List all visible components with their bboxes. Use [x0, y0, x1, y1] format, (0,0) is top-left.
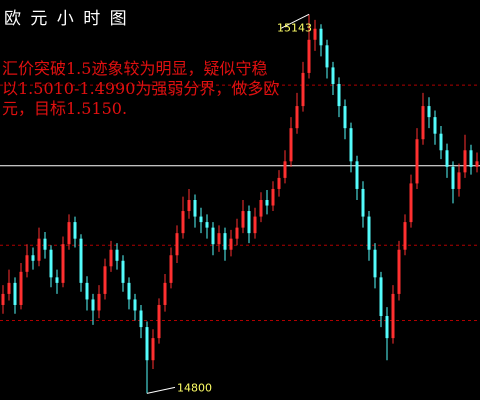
candle-body [403, 222, 407, 250]
candle-body [163, 282, 167, 305]
candle-body [49, 249, 53, 278]
candle-body [397, 249, 401, 294]
candle-body [289, 128, 293, 162]
candle-body [115, 249, 119, 261]
candle-body [19, 271, 23, 305]
candle-body [247, 211, 251, 234]
candle-body [67, 222, 71, 245]
candle-body [307, 39, 311, 73]
annotation-line: 汇价突破1.5迹象较为明显，疑似守稳 [2, 59, 267, 78]
candle-body [127, 282, 131, 300]
candle-body [439, 133, 443, 151]
candle-body [433, 117, 437, 134]
candle-body [457, 172, 461, 189]
candle-body [217, 233, 221, 245]
candle-body [283, 161, 287, 178]
annotation-line: 元，目标1.5150. [2, 99, 127, 118]
candle-body [169, 255, 173, 283]
candle-body [469, 150, 473, 167]
candle-body [55, 277, 59, 283]
candle-body [367, 216, 371, 250]
candle-body [187, 200, 191, 212]
candle-body [205, 222, 209, 228]
candle-body [373, 249, 377, 278]
candle-body [157, 304, 161, 339]
candle-body [97, 293, 101, 311]
candle-body [151, 338, 155, 361]
candle-body [139, 310, 143, 328]
peak-label: 15143 [277, 21, 312, 34]
candle-body [241, 211, 245, 228]
candle-body [13, 282, 17, 305]
candle-body [319, 28, 323, 46]
candle-body [325, 45, 329, 68]
candle-body [7, 282, 11, 294]
candle-body [343, 106, 347, 129]
candle-body [451, 166, 455, 189]
candle-body [211, 227, 215, 245]
chart-title: 欧 元 小 时 图 [4, 9, 129, 29]
candle-body [361, 188, 365, 217]
trough-label: 14800 [177, 381, 212, 394]
candle-body [85, 282, 89, 300]
candle-body [427, 106, 431, 118]
candle-body [25, 255, 29, 272]
candle-body [223, 233, 227, 250]
candle-body [37, 238, 41, 261]
candle-body [391, 293, 395, 339]
candle-body [313, 28, 317, 40]
candle-body [73, 222, 77, 239]
candle-body [445, 150, 449, 167]
candle-body [355, 161, 359, 189]
candle-body [61, 244, 65, 283]
candle-body [379, 277, 383, 317]
candle-body [121, 260, 125, 283]
annotation-line: 以1.5010-1.4990为强弱分界，做多欧 [2, 79, 279, 98]
candle-body [259, 200, 263, 217]
peak-pointer [280, 13, 310, 29]
trough-pointer [146, 386, 176, 394]
candle-body [103, 266, 107, 294]
candle-body [277, 177, 281, 189]
candle-body [409, 183, 413, 223]
candle-body [337, 83, 341, 107]
candle-body [175, 233, 179, 256]
candle-body [229, 238, 233, 250]
candle-body [463, 150, 467, 173]
candle-body [265, 200, 269, 206]
candle-body [181, 211, 185, 234]
candle-body [295, 106, 299, 129]
candle-body [109, 249, 113, 267]
candle-body [1, 293, 5, 305]
candle-body [91, 299, 95, 311]
candle-body [133, 299, 137, 311]
candle-body [301, 72, 305, 107]
candle-body [253, 216, 257, 234]
candle-body [31, 255, 35, 261]
candle-body [79, 238, 83, 283]
candle-body [331, 67, 335, 84]
candle-body [415, 139, 419, 184]
candle-body [349, 128, 353, 162]
candle-body [271, 188, 275, 206]
candle-body [235, 227, 239, 239]
candle-body [145, 327, 149, 361]
candle-body [199, 216, 203, 223]
candle-body [421, 106, 425, 140]
candle-body [475, 161, 479, 167]
candle-body [43, 238, 47, 250]
candle-body [385, 316, 389, 339]
candle-body [193, 200, 197, 217]
